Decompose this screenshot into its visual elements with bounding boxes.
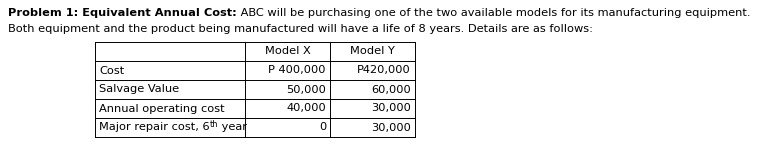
Text: th: th xyxy=(210,120,218,129)
Text: year: year xyxy=(218,122,247,133)
Text: 60,000: 60,000 xyxy=(371,84,411,95)
Text: Cost: Cost xyxy=(99,66,124,75)
Text: Problem 1: Equivalent Annual Cost:: Problem 1: Equivalent Annual Cost: xyxy=(8,8,237,18)
Text: Salvage Value: Salvage Value xyxy=(99,84,179,95)
Text: 30,000: 30,000 xyxy=(371,122,411,133)
Text: 50,000: 50,000 xyxy=(286,84,326,95)
Text: 0: 0 xyxy=(319,122,326,133)
Text: ABC will be purchasing one of the two available models for its manufacturing equ: ABC will be purchasing one of the two av… xyxy=(237,8,750,18)
Text: Both equipment and the product being manufactured will have a life of 8 years. D: Both equipment and the product being man… xyxy=(8,24,593,34)
Text: Model Y: Model Y xyxy=(350,46,395,57)
Text: Model X: Model X xyxy=(265,46,310,57)
Text: Major repair cost, 6: Major repair cost, 6 xyxy=(99,122,210,133)
Text: P420,000: P420,000 xyxy=(357,66,411,75)
Text: 30,000: 30,000 xyxy=(371,104,411,113)
Text: Annual operating cost: Annual operating cost xyxy=(99,104,224,113)
Text: 40,000: 40,000 xyxy=(286,104,326,113)
Text: P 400,000: P 400,000 xyxy=(269,66,326,75)
